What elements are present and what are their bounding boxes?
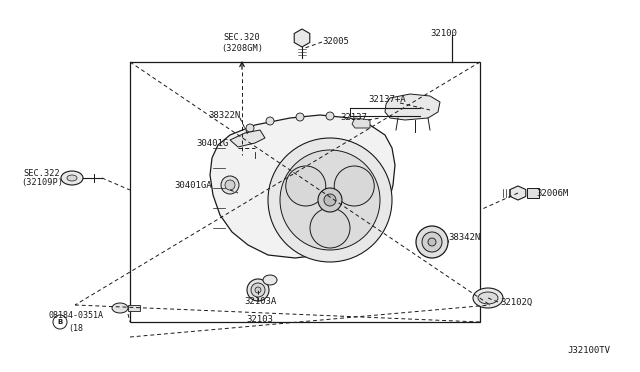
Circle shape	[285, 166, 326, 206]
Text: (3208GM): (3208GM)	[221, 44, 263, 52]
Text: 38322N: 38322N	[208, 110, 240, 119]
Ellipse shape	[112, 303, 128, 313]
Text: 08184-0351A: 08184-0351A	[49, 311, 104, 321]
Text: 32006M: 32006M	[536, 189, 568, 198]
Text: 32103: 32103	[246, 315, 273, 324]
Text: 32137+A: 32137+A	[368, 96, 406, 105]
Circle shape	[296, 113, 304, 121]
Circle shape	[266, 117, 274, 125]
Circle shape	[251, 283, 265, 297]
Circle shape	[268, 138, 392, 262]
Circle shape	[255, 287, 261, 293]
Ellipse shape	[473, 288, 503, 308]
Text: 38342N: 38342N	[448, 234, 480, 243]
Circle shape	[310, 208, 350, 248]
Circle shape	[326, 112, 334, 120]
Ellipse shape	[263, 275, 277, 285]
Circle shape	[428, 238, 436, 246]
Text: (32109P): (32109P)	[21, 179, 63, 187]
Polygon shape	[230, 130, 265, 147]
Text: 32005: 32005	[322, 38, 349, 46]
Circle shape	[225, 180, 235, 190]
Text: 30401GA: 30401GA	[174, 180, 212, 189]
Circle shape	[246, 124, 254, 132]
Ellipse shape	[61, 171, 83, 185]
Polygon shape	[210, 115, 395, 258]
Text: SEC.320: SEC.320	[223, 33, 260, 42]
Text: B: B	[58, 319, 63, 325]
Circle shape	[221, 176, 239, 194]
Circle shape	[318, 188, 342, 212]
Circle shape	[247, 279, 269, 301]
Bar	[130, 62, 480, 322]
Text: 32102Q: 32102Q	[500, 298, 532, 307]
Bar	[251, 144, 259, 152]
Bar	[128, 305, 140, 311]
Text: 32103A: 32103A	[244, 298, 276, 307]
Circle shape	[334, 166, 374, 206]
Polygon shape	[385, 94, 440, 120]
Polygon shape	[294, 29, 310, 47]
Circle shape	[324, 194, 336, 206]
Circle shape	[416, 226, 448, 258]
Bar	[527, 188, 539, 198]
Text: 30401G: 30401G	[196, 138, 228, 148]
Circle shape	[422, 232, 442, 252]
Polygon shape	[352, 118, 370, 128]
Ellipse shape	[67, 175, 77, 181]
Text: 32137: 32137	[340, 113, 367, 122]
Text: (18: (18	[68, 324, 83, 333]
Text: J32100TV: J32100TV	[567, 346, 610, 355]
Text: SEC.322: SEC.322	[24, 169, 60, 177]
Ellipse shape	[478, 292, 498, 304]
Circle shape	[280, 150, 380, 250]
Bar	[235, 190, 242, 197]
Polygon shape	[510, 186, 526, 200]
Text: 32100: 32100	[430, 29, 457, 38]
